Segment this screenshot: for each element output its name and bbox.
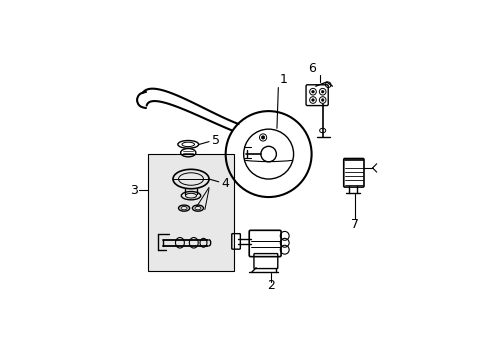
Circle shape	[311, 90, 314, 93]
Text: 1: 1	[279, 73, 287, 86]
Circle shape	[311, 99, 314, 102]
Text: 5: 5	[211, 134, 219, 147]
Text: 4: 4	[221, 177, 229, 190]
Circle shape	[261, 136, 264, 139]
Bar	[148, 154, 233, 270]
Circle shape	[321, 99, 324, 102]
Text: 6: 6	[307, 62, 315, 75]
Text: 7: 7	[350, 218, 358, 231]
Text: 2: 2	[267, 279, 275, 292]
Text: 3: 3	[130, 184, 138, 197]
Circle shape	[321, 90, 324, 93]
